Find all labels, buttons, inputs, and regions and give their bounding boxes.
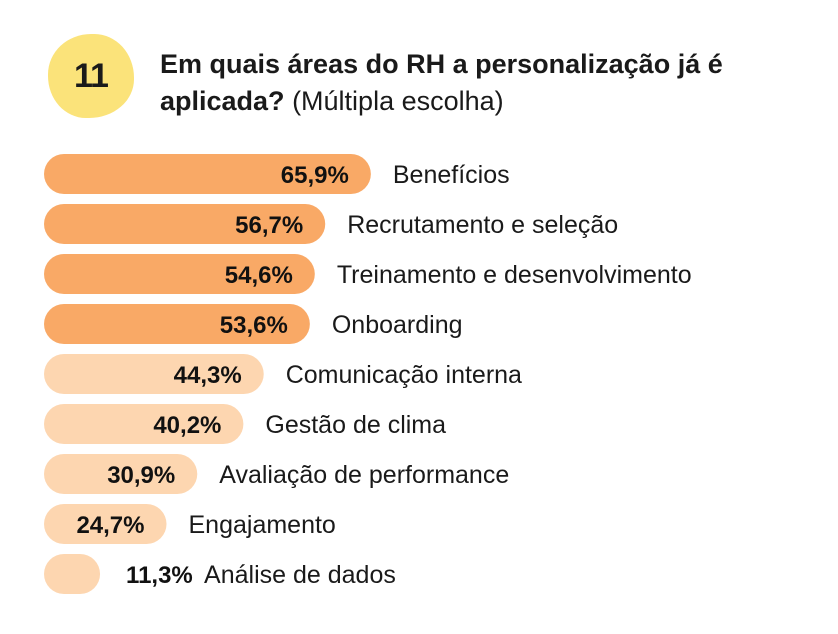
bar-value-label: 65,9% bbox=[281, 162, 349, 189]
bar-value-label: 54,6% bbox=[225, 262, 293, 289]
bar-category-label: Engajamento bbox=[189, 511, 336, 539]
bar-row: 54,6% Treinamento e desenvolvimento bbox=[44, 254, 692, 294]
bar bbox=[44, 404, 244, 444]
bar-value-label: 56,7% bbox=[235, 212, 303, 239]
bar bbox=[44, 354, 264, 394]
question-title-note: (Múltipla escolha) bbox=[292, 86, 504, 116]
bar-value-label: 40,2% bbox=[153, 412, 221, 439]
bar-row: 56,7% Recrutamento e seleção bbox=[44, 204, 618, 244]
bar-value-label: 44,3% bbox=[174, 362, 242, 389]
bar bbox=[44, 504, 167, 544]
bar-row: 11,3% Análise de dados bbox=[44, 554, 396, 594]
bar bbox=[44, 254, 315, 294]
bar-row: 53,6% Onboarding bbox=[44, 304, 463, 344]
bar-category-label: Comunicação interna bbox=[286, 361, 522, 389]
bar bbox=[44, 304, 310, 344]
bar-row: 65,9% Benefícios bbox=[44, 154, 510, 194]
bar-category-label: Recrutamento e seleção bbox=[347, 211, 618, 239]
bar-category-label: Benefícios bbox=[393, 161, 510, 189]
bar bbox=[44, 154, 371, 194]
bar-category-label: Análise de dados bbox=[204, 561, 396, 589]
bar bbox=[44, 554, 101, 594]
bar bbox=[44, 204, 326, 244]
bar-category-label: Gestão de clima bbox=[265, 411, 446, 439]
question-title-text: Em quais áreas do RH a personalização já… bbox=[160, 49, 723, 116]
bar bbox=[44, 454, 198, 494]
question-title: Em quais áreas do RH a personalização já… bbox=[160, 46, 800, 120]
bar-value-label: 53,6% bbox=[220, 312, 288, 339]
bar-category-label: Treinamento e desenvolvimento bbox=[337, 261, 692, 289]
bar-row: 44,3% Comunicação interna bbox=[44, 354, 522, 394]
bar-row: 40,2% Gestão de clima bbox=[44, 404, 446, 444]
question-number: 11 bbox=[74, 56, 109, 95]
bar-value-label: 11,3% bbox=[126, 562, 193, 589]
bar-value-label: 24,7% bbox=[76, 512, 144, 539]
bar-value-label: 30,9% bbox=[107, 462, 175, 489]
question-number-badge: 11 bbox=[48, 34, 134, 118]
bar-category-label: Avaliação de performance bbox=[219, 461, 509, 489]
bar-category-label: Onboarding bbox=[332, 311, 463, 339]
bar-row: 30,9% Avaliação de performance bbox=[44, 454, 509, 494]
bar-row: 24,7% Engajamento bbox=[44, 504, 336, 544]
